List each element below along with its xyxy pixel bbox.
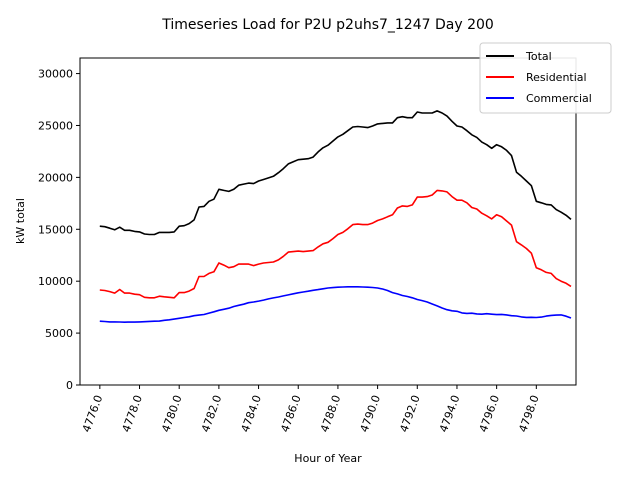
x-tick-label: 4788.0: [318, 393, 343, 434]
x-tick-label: 4790.0: [358, 393, 383, 434]
x-tick-label: 4796.0: [477, 393, 502, 434]
y-tick-label: 10000: [38, 275, 73, 288]
series-line-residential: [99, 189, 572, 299]
y-tick-label: 0: [66, 379, 73, 392]
legend-label-commercial: Commercial: [526, 92, 592, 105]
y-tick-label: 15000: [38, 223, 73, 236]
y-tick-label: 25000: [38, 119, 73, 132]
y-axis-label: kW total: [14, 198, 27, 244]
series-line-commercial: [99, 285, 572, 324]
x-axis-label: Hour of Year: [294, 452, 362, 465]
x-tick-label: 4784.0: [239, 393, 264, 434]
x-tick-label: 4798.0: [516, 393, 541, 434]
legend-box: [479, 42, 612, 114]
plot-frame: [79, 57, 577, 386]
series-layer: [99, 110, 572, 324]
y-tick-label: 30000: [38, 68, 73, 81]
x-axis: 4776.0 4778.0 4780.0 4782.0 4784.0 4786.0 4788…: [80, 385, 542, 434]
x-tick-label: 4780.0: [159, 393, 184, 434]
legend: Total Residential Commercial: [479, 42, 612, 114]
series-line-total: [99, 110, 572, 236]
y-tick-label: 20000: [38, 171, 73, 184]
chart-title: Timeseries Load for P2U p2uhs7_1247 Day …: [161, 17, 494, 33]
y-tick-label: 5000: [45, 327, 73, 340]
x-tick-label: 4776.0: [80, 393, 105, 434]
x-tick-label: 4786.0: [278, 393, 303, 434]
x-tick-label: 4792.0: [397, 393, 422, 434]
legend-label-residential: Residential: [526, 71, 587, 84]
x-tick-label: 4782.0: [199, 393, 224, 434]
x-tick-label: 4794.0: [437, 393, 462, 434]
y-axis: 0 5000 10000 15000 20000 25000 30000: [38, 68, 80, 392]
x-tick-label: 4778.0: [120, 393, 145, 434]
legend-label-total: Total: [525, 50, 552, 63]
